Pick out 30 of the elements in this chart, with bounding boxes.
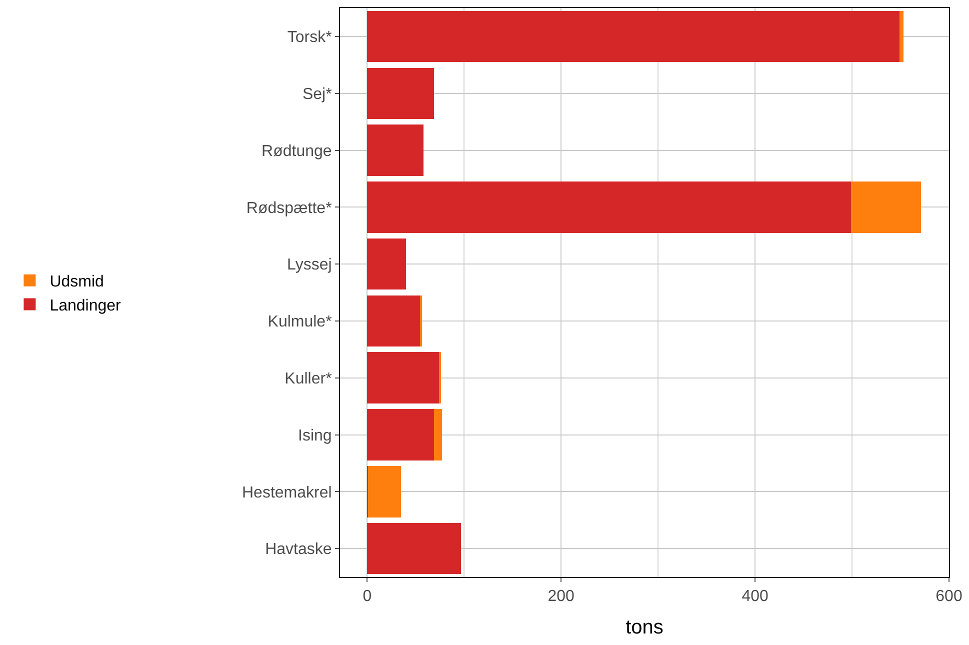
- y-tick-label: Ising: [298, 427, 332, 444]
- legend-label: Udsmid: [50, 274, 104, 291]
- x-tick-label: 400: [742, 588, 768, 606]
- y-tick-label: Kuller*: [284, 370, 332, 388]
- bar: [367, 409, 434, 460]
- bar: [367, 182, 852, 233]
- y-tick-label: Lyssej: [287, 256, 332, 274]
- y-tick-label: Torsk*: [287, 29, 332, 46]
- bar: [900, 10, 904, 62]
- y-tick-label: Hestemakrel: [242, 484, 332, 502]
- bar: [367, 124, 424, 176]
- bar: [367, 352, 440, 404]
- x-axis-title: tons: [626, 616, 664, 639]
- y-tick-label: Rødspætte*: [246, 200, 332, 217]
- bar: [368, 466, 402, 518]
- bar: [367, 238, 406, 290]
- bar: [367, 295, 420, 347]
- x-tick-label: 200: [548, 588, 575, 606]
- y-tick-label: Sej*: [302, 86, 332, 103]
- y-tick-label: Kulmule*: [268, 314, 332, 331]
- x-tick-label: 0: [362, 588, 372, 606]
- bar: [851, 182, 921, 233]
- legend-label: Landinger: [50, 297, 122, 314]
- y-tick-label: Rødtunge: [262, 142, 332, 160]
- bar: [367, 522, 462, 574]
- x-tick-label: 600: [936, 588, 962, 606]
- bar: [434, 409, 442, 460]
- bar: [367, 68, 434, 119]
- y-tick-label: Havtaske: [265, 541, 332, 558]
- bar: [367, 10, 900, 62]
